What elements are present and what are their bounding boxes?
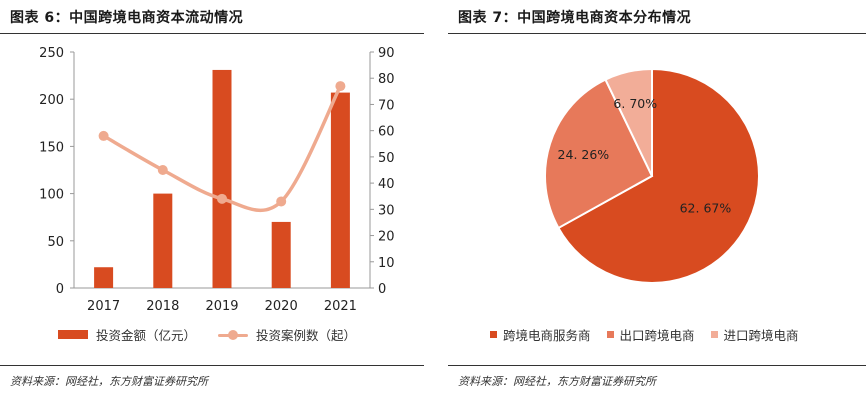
y-tick-label: 100	[39, 188, 64, 203]
source-rule	[448, 365, 866, 366]
title-rule	[448, 33, 866, 34]
bar-2017	[94, 267, 114, 288]
y-tick-label: 0	[56, 282, 64, 297]
y2-tick-label: 60	[378, 125, 395, 140]
capital-flow-panel: 图表 6：中国跨境电商资本流动情况 0 50 100 150 200 250 0 10 20 30…	[0, 0, 424, 401]
deals-point-2017	[98, 130, 109, 141]
legend-swatch-bar	[58, 330, 88, 339]
source-note: 资料来源：网经社，东方财富证券研究所	[458, 375, 656, 388]
chart-title: 图表 7：中国跨境电商资本分布情况	[458, 10, 692, 26]
legend-label: 进口跨境电商	[723, 328, 799, 343]
title-rule	[0, 33, 424, 34]
pie-chart: 62. 67% 24. 26% 6. 70%	[544, 67, 760, 284]
y2-tick-label: 40	[378, 177, 395, 192]
legend-item-import: 进口跨境电商	[710, 325, 799, 344]
legend-label: 出口跨境电商	[619, 328, 695, 343]
x-tick-label: 2021	[324, 299, 357, 314]
x-tick-label: 2019	[205, 299, 238, 314]
bar-2019	[212, 69, 232, 288]
combo-legend: 投资金额（亿元） 投资案例数（起）	[58, 325, 378, 344]
y-tick-label: 150	[39, 140, 64, 155]
pie-slice-0	[557, 67, 760, 284]
legend-item-investment: 投资金额（亿元）	[58, 325, 196, 344]
deals-point-2020	[276, 196, 287, 207]
deals-point-2019	[217, 193, 227, 204]
capital-distribution-panel: 图表 7：中国跨境电商资本分布情况 62. 67% 24. 26% 6. 70% 跨…	[448, 0, 866, 401]
bar-2020	[271, 221, 291, 288]
legend-swatch	[490, 331, 497, 338]
y-tick-label: 250	[39, 46, 64, 61]
deals-point-2021	[335, 81, 346, 92]
y2-tick-label: 70	[378, 98, 395, 113]
source-rule	[0, 365, 424, 366]
legend-label: 投资金额（亿元）	[96, 328, 197, 343]
legend-swatch	[710, 331, 718, 338]
source-note: 资料来源：网经社，东方财富证券研究所	[10, 375, 208, 388]
pie-slice-2	[604, 67, 653, 177]
legend-item-service: 跨境电商服务商	[490, 325, 591, 344]
bar-2018	[153, 193, 173, 288]
combo-chart: 0 50 100 150 200 250 0 10 20 30 40 50 60 70 80 90 2017 20…	[39, 46, 395, 314]
pie-slice-1	[544, 78, 654, 230]
y2-tick-label: 10	[378, 256, 395, 271]
pie-label-0: 62. 67%	[680, 200, 732, 215]
y2-tick-label: 90	[378, 46, 395, 61]
deals-point-2018	[157, 165, 168, 175]
pie-legend: 跨境电商服务商 出口跨境电商 进口跨境电商	[490, 325, 799, 344]
x-tick-label: 2018	[146, 299, 179, 314]
chart-title: 图表 6：中国跨境电商资本流动情况	[10, 10, 244, 26]
legend-swatch	[606, 331, 614, 338]
pie-label-1: 24. 26%	[558, 147, 610, 162]
legend-label: 投资案例数（起）	[256, 328, 357, 343]
y-tick-label: 200	[39, 93, 64, 108]
y2-tick-label: 30	[378, 203, 395, 218]
legend-item-export: 出口跨境电商	[606, 325, 695, 344]
legend-swatch-line	[218, 329, 249, 341]
bar-2021	[330, 92, 350, 288]
y2-tick-label: 0	[378, 282, 386, 297]
y2-tick-label: 50	[378, 151, 395, 166]
legend-item-deals: 投资案例数（起）	[218, 325, 356, 344]
y2-tick-label: 20	[378, 230, 395, 245]
pie-label-2: 6. 70%	[613, 96, 657, 111]
x-tick-label: 2020	[265, 299, 298, 314]
y-tick-label: 50	[47, 235, 64, 250]
x-tick-label: 2017	[87, 299, 120, 314]
legend-label: 跨境电商服务商	[503, 328, 591, 343]
y2-tick-label: 80	[378, 72, 395, 87]
